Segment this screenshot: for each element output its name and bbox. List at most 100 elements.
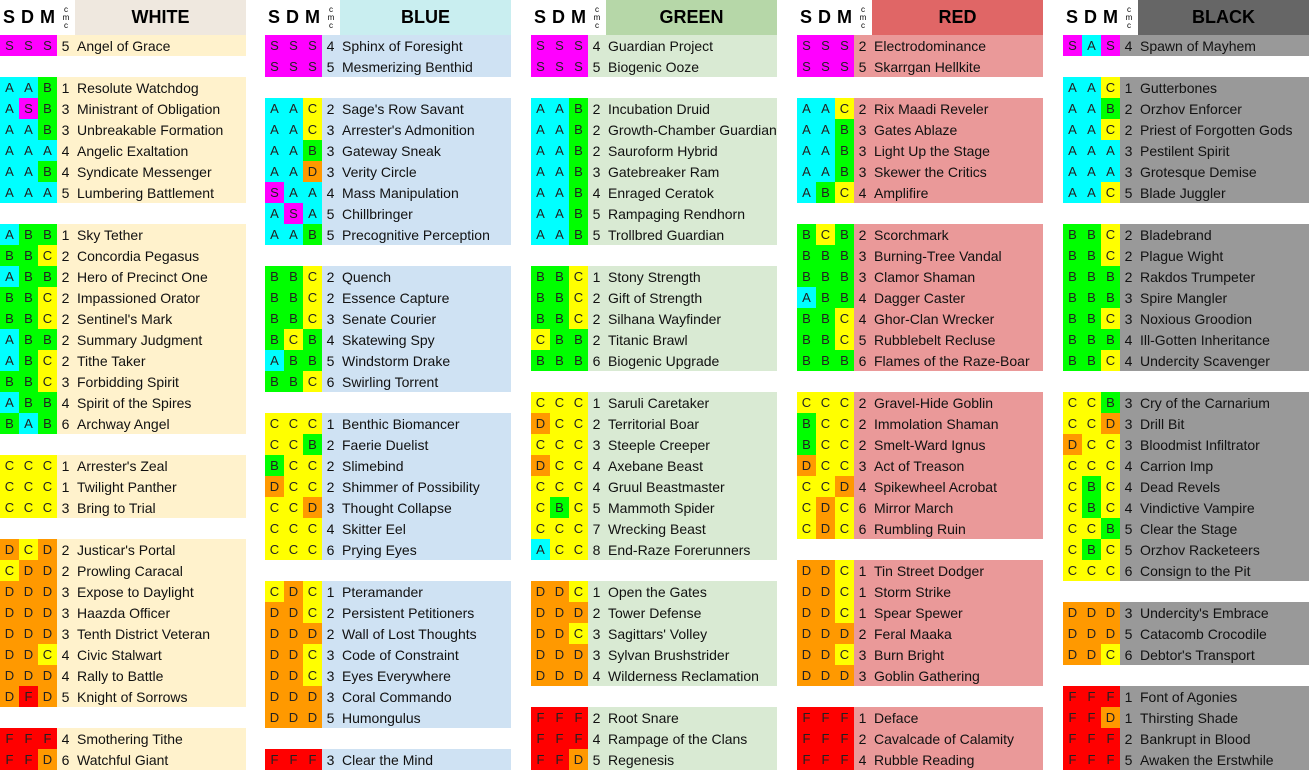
card-row[interactable]: B B C 2 Plague Wight [1063,245,1309,266]
card-row[interactable]: D D C 3 Sagittars' Volley [531,623,777,644]
card-row[interactable]: D C C 4 Axebane Beast [531,455,777,476]
card-row[interactable]: D F D 5 Knight of Sorrows [0,686,246,707]
card-row[interactable]: A A A 4 Angelic Exaltation [0,140,246,161]
card-row[interactable]: S S S 5 Skarrgan Hellkite [797,56,1043,77]
card-row[interactable]: C C C 1 Twilight Panther [0,476,246,497]
card-row[interactable]: D D C 1 Spear Spewer [797,602,1043,623]
card-row[interactable]: C C C 1 Arrester's Zeal [0,455,246,476]
card-row[interactable]: B B C 3 Forbidding Spirit [0,371,246,392]
card-row[interactable]: B B C 2 Essence Capture [265,287,511,308]
card-row[interactable]: B B C 2 Quench [265,266,511,287]
card-row[interactable]: A A A 3 Pestilent Spirit [1063,140,1309,161]
card-row[interactable]: A B C 2 Tithe Taker [0,350,246,371]
card-row[interactable]: B B B 3 Burning-Tree Vandal [797,245,1043,266]
card-row[interactable]: A A B 3 Gates Ablaze [797,119,1043,140]
card-row[interactable]: B B B 6 Biogenic Upgrade [531,350,777,371]
card-row[interactable]: A A C 3 Arrester's Admonition [265,119,511,140]
card-row[interactable]: C C D 4 Spikewheel Acrobat [797,476,1043,497]
card-row[interactable]: C C C 4 Carrion Imp [1063,455,1309,476]
card-row[interactable]: D C C 3 Act of Treason [797,455,1043,476]
card-row[interactable]: B B C 2 Concordia Pegasus [0,245,246,266]
card-row[interactable]: B C C 2 Smelt-Ward Ignus [797,434,1043,455]
card-row[interactable]: C B B 2 Titanic Brawl [531,329,777,350]
card-row[interactable]: D D D 4 Rally to Battle [0,665,246,686]
card-row[interactable]: D D D 2 Feral Maaka [797,623,1043,644]
card-row[interactable]: C B C 4 Vindictive Vampire [1063,497,1309,518]
card-row[interactable]: A A C 5 Blade Juggler [1063,182,1309,203]
card-row[interactable]: D D C 4 Civic Stalwart [0,644,246,665]
card-row[interactable]: A B B 2 Hero of Precinct One [0,266,246,287]
card-row[interactable]: D D C 1 Storm Strike [797,581,1043,602]
card-row[interactable]: C C C 1 Saruli Caretaker [531,392,777,413]
card-row[interactable]: A B C 4 Amplifire [797,182,1043,203]
card-row[interactable]: D D C 3 Burn Bright [797,644,1043,665]
card-row[interactable]: D D D 4 Wilderness Reclamation [531,665,777,686]
card-row[interactable]: B B C 4 Ghor-Clan Wrecker [797,308,1043,329]
card-row[interactable]: C C C 3 Bring to Trial [0,497,246,518]
card-row[interactable]: D D D 5 Catacomb Crocodile [1063,623,1309,644]
card-row[interactable]: S A A 4 Mass Manipulation [265,182,511,203]
card-row[interactable]: A A B 2 Incubation Druid [531,98,777,119]
card-row[interactable]: S S S 2 Electrodominance [797,35,1043,56]
card-row[interactable]: B B C 2 Silhana Wayfinder [531,308,777,329]
card-row[interactable]: B B C 2 Gift of Strength [531,287,777,308]
card-row[interactable]: F F F 3 Clear the Mind [265,749,511,770]
card-row[interactable]: C B C 5 Orzhov Racketeers [1063,539,1309,560]
card-row[interactable]: C C C 6 Prying Eyes [265,539,511,560]
card-row[interactable]: B C C 2 Slimebind [265,455,511,476]
card-row[interactable]: S S S 4 Guardian Project [531,35,777,56]
card-row[interactable]: F F F 4 Rampage of the Clans [531,728,777,749]
card-row[interactable]: A A B 5 Rampaging Rendhorn [531,203,777,224]
card-row[interactable]: D C C 3 Bloodmist Infiltrator [1063,434,1309,455]
card-row[interactable]: F F D 5 Regenesis [531,749,777,770]
card-row[interactable]: C C C 4 Gruul Beastmaster [531,476,777,497]
card-row[interactable]: F F F 4 Smothering Tithe [0,728,246,749]
card-row[interactable]: S S S 4 Sphinx of Foresight [265,35,511,56]
card-row[interactable]: D D D 3 Tenth District Veteran [0,623,246,644]
card-row[interactable]: F F F 1 Font of Agonies [1063,686,1309,707]
card-row[interactable]: B B C 3 Senate Courier [265,308,511,329]
card-row[interactable]: B A B 6 Archway Angel [0,413,246,434]
card-row[interactable]: C C C 2 Gravel-Hide Goblin [797,392,1043,413]
card-row[interactable]: S S S 5 Biogenic Ooze [531,56,777,77]
card-row[interactable]: A A A 5 Lumbering Battlement [0,182,246,203]
card-row[interactable]: C D C 1 Pteramander [265,581,511,602]
card-row[interactable]: C C B 2 Faerie Duelist [265,434,511,455]
card-row[interactable]: C C C 3 Steeple Creeper [531,434,777,455]
card-row[interactable]: C C C 4 Skitter Eel [265,518,511,539]
card-row[interactable]: D D D 2 Wall of Lost Thoughts [265,623,511,644]
card-row[interactable]: S S S 5 Mesmerizing Benthid [265,56,511,77]
card-row[interactable]: B C B 2 Scorchmark [797,224,1043,245]
card-row[interactable]: F F D 6 Watchful Giant [0,749,246,770]
card-row[interactable]: F F F 2 Root Snare [531,707,777,728]
card-row[interactable]: F F F 4 Rubble Reading [797,749,1043,770]
card-row[interactable]: A B B 1 Sky Tether [0,224,246,245]
card-row[interactable]: A A B 2 Growth-Chamber Guardian [531,119,777,140]
card-row[interactable]: D D D 3 Coral Commando [265,686,511,707]
card-row[interactable]: A A B 2 Orzhov Enforcer [1063,98,1309,119]
card-row[interactable]: B B B 4 Ill-Gotten Inheritance [1063,329,1309,350]
card-row[interactable]: C C C 7 Wrecking Beast [531,518,777,539]
card-row[interactable]: C C B 3 Cry of the Carnarium [1063,392,1309,413]
card-row[interactable]: A C C 8 End-Raze Forerunners [531,539,777,560]
card-row[interactable]: A A B 5 Trollbred Guardian [531,224,777,245]
card-row[interactable]: C C B 5 Clear the Stage [1063,518,1309,539]
card-row[interactable]: F F F 1 Deface [797,707,1043,728]
card-row[interactable]: S S S 5 Angel of Grace [0,35,246,56]
card-row[interactable]: B C C 2 Immolation Shaman [797,413,1043,434]
card-row[interactable]: B B B 3 Spire Mangler [1063,287,1309,308]
card-row[interactable]: B B C 2 Impassioned Orator [0,287,246,308]
card-row[interactable]: D D D 5 Humongulus [265,707,511,728]
card-row[interactable]: D D C 6 Debtor's Transport [1063,644,1309,665]
card-row[interactable]: C D C 6 Rumbling Ruin [797,518,1043,539]
card-row[interactable]: B B C 5 Rubblebelt Recluse [797,329,1043,350]
card-row[interactable]: A A B 3 Gateway Sneak [265,140,511,161]
card-row[interactable]: B B C 1 Stony Strength [531,266,777,287]
card-row[interactable]: D D C 1 Tin Street Dodger [797,560,1043,581]
card-row[interactable]: C C D 3 Drill Bit [1063,413,1309,434]
card-row[interactable]: D D C 3 Code of Constraint [265,644,511,665]
card-row[interactable]: B B C 6 Swirling Torrent [265,371,511,392]
card-row[interactable]: A A B 3 Light Up the Stage [797,140,1043,161]
card-row[interactable]: A B B 4 Spirit of the Spires [0,392,246,413]
card-row[interactable]: D D C 2 Persistent Petitioners [265,602,511,623]
